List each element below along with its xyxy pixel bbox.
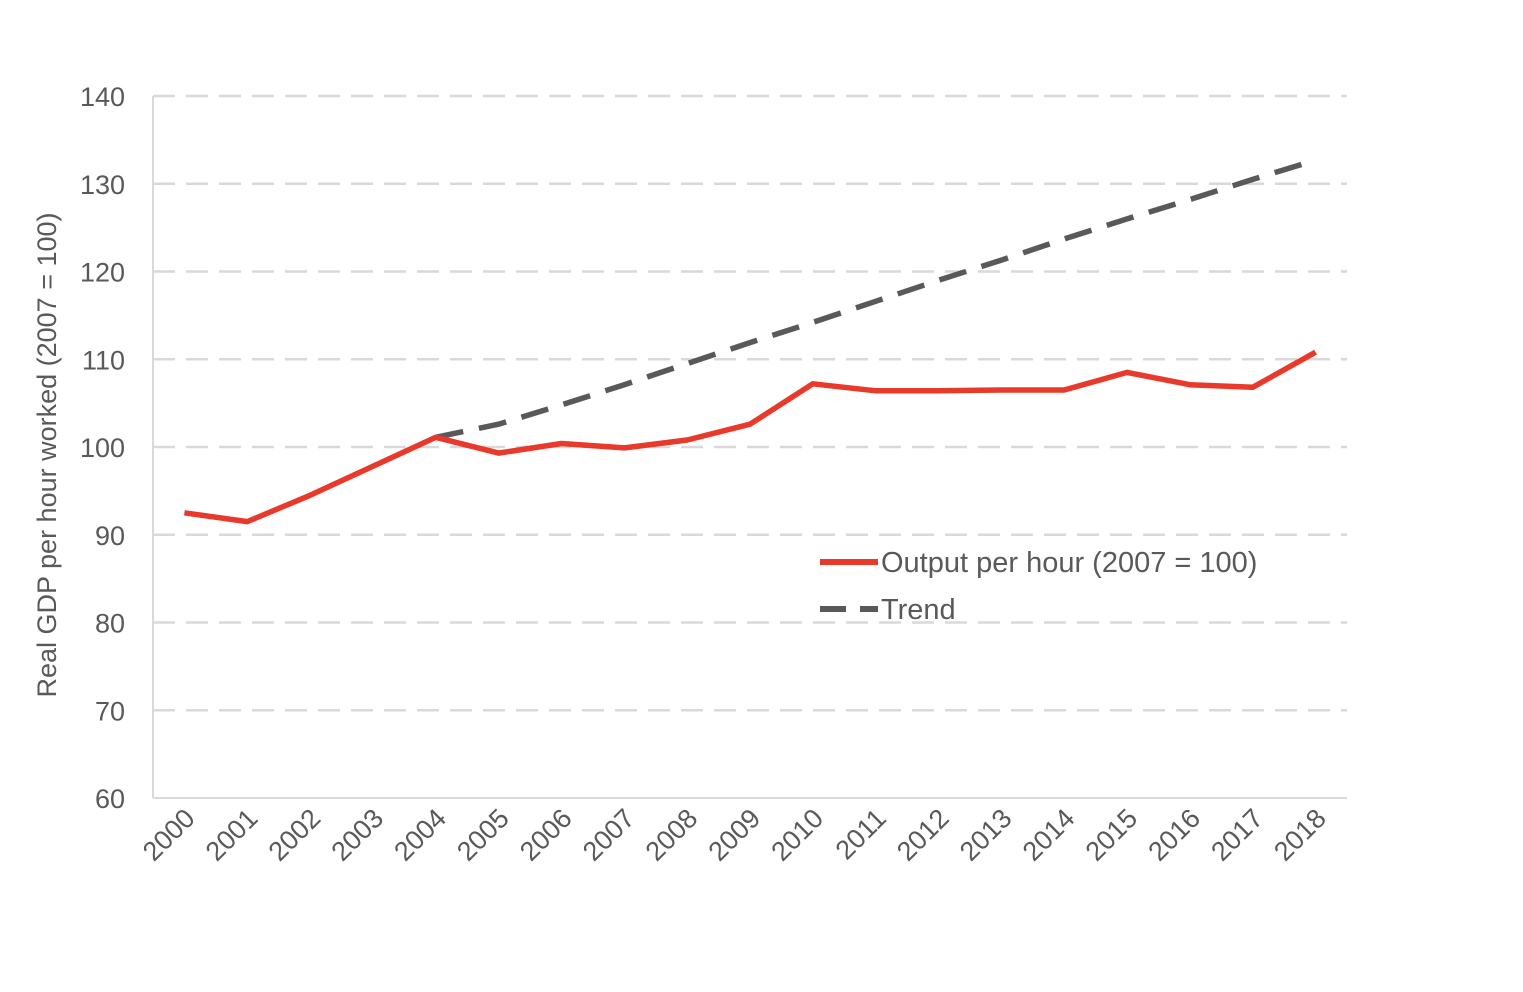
- x-tick-label-2001: 2001: [200, 803, 264, 867]
- x-tick-label-2008: 2008: [640, 803, 704, 867]
- x-tick-label-2003: 2003: [325, 803, 389, 867]
- y-tick-label-130: 130: [80, 170, 125, 200]
- y-tick-label-120: 120: [80, 258, 125, 288]
- x-tick-label-2010: 2010: [765, 803, 829, 867]
- y-tick-label-70: 70: [95, 696, 125, 726]
- y-tick-label-60: 60: [95, 784, 125, 814]
- legend: Output per hour (2007 = 100) Trend: [820, 547, 1257, 626]
- x-tick-label-2005: 2005: [451, 803, 515, 867]
- x-tick-label-2018: 2018: [1268, 803, 1332, 867]
- y-tick-label-140: 140: [80, 82, 125, 112]
- y-tick-label-90: 90: [95, 521, 125, 551]
- y-tick-label-80: 80: [95, 609, 125, 639]
- x-tick-label-2009: 2009: [703, 803, 767, 867]
- legend-label-2: Trend: [881, 594, 956, 626]
- output-per-hour-line: [184, 349, 1317, 525]
- x-tick-label-2014: 2014: [1017, 803, 1081, 867]
- x-tick-label-2013: 2013: [954, 803, 1018, 867]
- x-tick-label-2000: 2000: [137, 803, 201, 867]
- x-tick-label-2016: 2016: [1142, 803, 1206, 867]
- x-tick-label-2007: 2007: [577, 803, 641, 867]
- y-axis-title: Real GDP per hour worked (2007 = 100): [32, 212, 62, 697]
- x-tick-label-2012: 2012: [891, 803, 955, 867]
- trend-line: [435, 157, 1317, 440]
- x-tick-label-2011: 2011: [830, 803, 892, 865]
- y-tick-labels: 60 70 80 90 100 110 120 130 140: [80, 82, 125, 814]
- gridlines: [153, 94, 1347, 712]
- y-tick-label-110: 110: [82, 345, 125, 375]
- series-lines: [184, 157, 1317, 525]
- x-tick-label-2006: 2006: [514, 803, 578, 867]
- x-tick-labels: 2000 2001 2002 2003 2004 2005 2006 2007 2008 2009…: [137, 803, 1332, 867]
- legend-label-1: Output per hour (2007 = 100): [881, 547, 1257, 579]
- x-tick-label-2017: 2017: [1205, 803, 1269, 867]
- x-tick-label-2002: 2002: [263, 803, 327, 867]
- x-tick-label-2004: 2004: [388, 803, 452, 867]
- y-tick-label-100: 100: [80, 433, 125, 463]
- x-tick-label-2015: 2015: [1080, 803, 1144, 867]
